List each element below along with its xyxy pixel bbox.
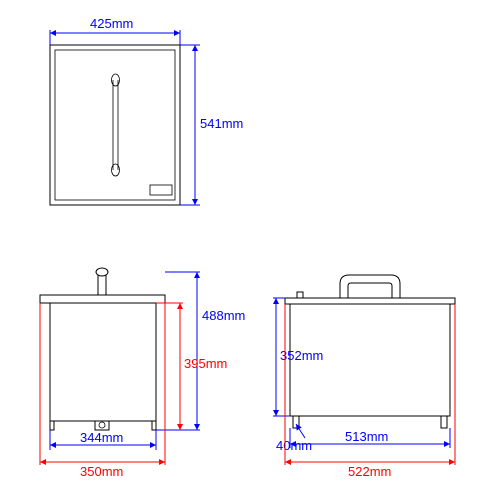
- dim-top-height: 541mm: [200, 116, 243, 131]
- dim-side-h: 352mm: [280, 348, 323, 363]
- dim-top-width: 425mm: [90, 16, 133, 31]
- dim-side-w-overall: 522mm: [348, 464, 391, 479]
- front-view: 488mm 395mm 344mm 350mm: [40, 268, 245, 479]
- dim-front-h-overall: 488mm: [202, 308, 245, 323]
- dim-side-gap: 40mm: [276, 438, 312, 453]
- top-view: 425mm 541mm: [50, 16, 243, 205]
- dim-front-w-overall: 350mm: [80, 464, 123, 479]
- dimension-drawing: 425mm 541mm 488mm 395mm 344mm 350mm: [0, 0, 500, 500]
- dim-front-w-body: 344mm: [80, 430, 123, 445]
- dim-front-h-body: 395mm: [184, 356, 227, 371]
- dim-side-w-body: 513mm: [345, 429, 388, 444]
- side-view: 352mm 40mm 513mm 522mm: [273, 275, 455, 479]
